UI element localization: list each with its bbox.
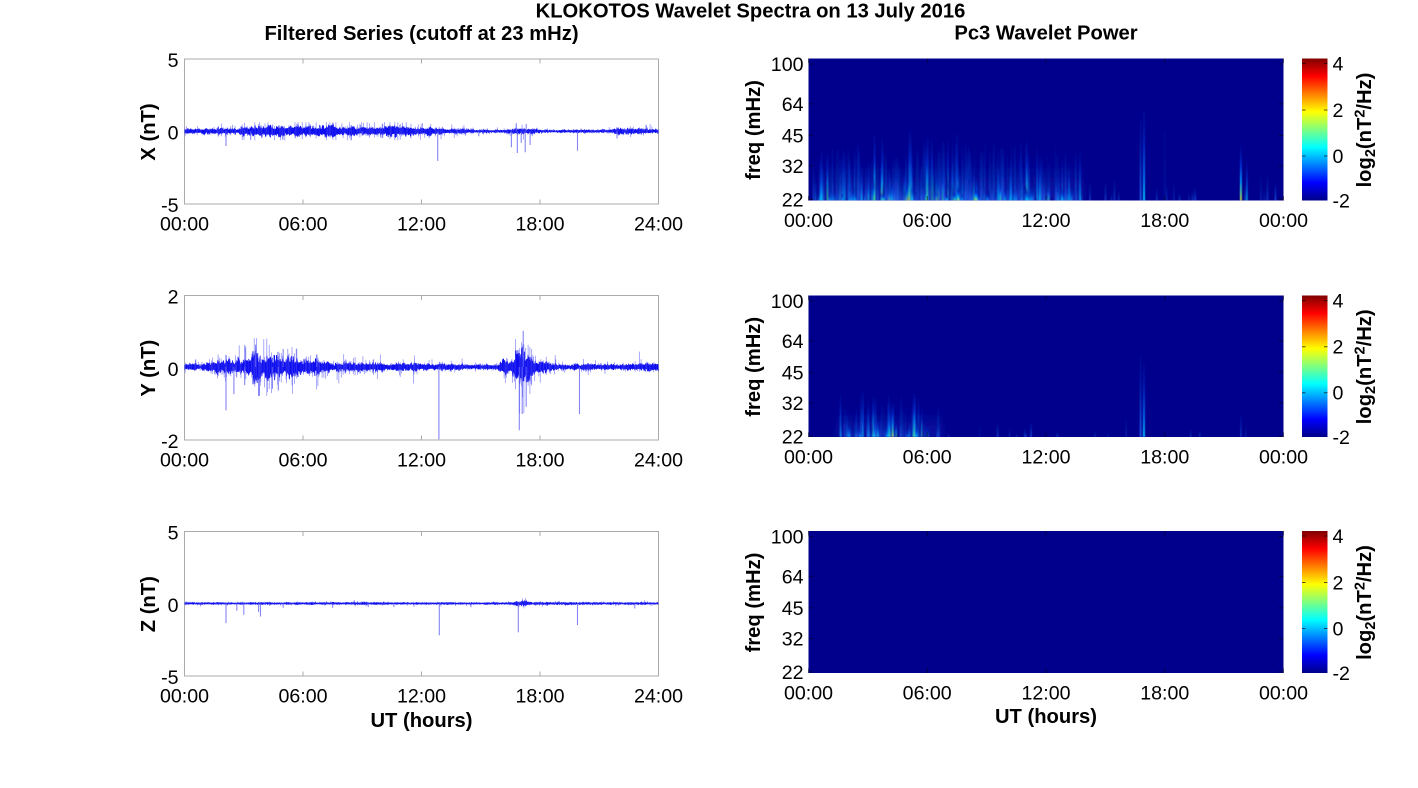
- svg-text:18:00: 18:00: [1140, 447, 1189, 469]
- svg-text:22: 22: [782, 662, 804, 684]
- svg-text:24:00: 24:00: [634, 686, 683, 708]
- svg-text:12:00: 12:00: [1021, 683, 1070, 705]
- svg-text:2: 2: [1333, 572, 1344, 594]
- svg-text:Z (nT): Z (nT): [138, 576, 160, 632]
- svg-text:06:00: 06:00: [903, 447, 952, 469]
- svg-text:00:00: 00:00: [1259, 683, 1308, 705]
- svg-text:45: 45: [782, 125, 804, 147]
- svg-text:00:00: 00:00: [160, 450, 209, 472]
- svg-text:18:00: 18:00: [515, 214, 564, 236]
- svg-text:32: 32: [782, 156, 804, 178]
- svg-text:-2: -2: [161, 431, 178, 453]
- svg-text:100: 100: [771, 291, 804, 313]
- svg-text:Filtered Series (cutoff at 23: Filtered Series (cutoff at 23 mHz): [264, 23, 578, 45]
- svg-text:45: 45: [782, 362, 804, 384]
- svg-text:0: 0: [168, 123, 179, 145]
- svg-text:log2(nT2/Hz): log2(nT2/Hz): [1353, 309, 1380, 424]
- svg-text:64: 64: [782, 94, 804, 116]
- svg-text:00:00: 00:00: [1259, 210, 1308, 232]
- svg-text:100: 100: [771, 54, 804, 76]
- svg-text:-5: -5: [161, 667, 179, 689]
- svg-text:64: 64: [782, 331, 804, 353]
- svg-text:12:00: 12:00: [1021, 447, 1070, 469]
- svg-text:06:00: 06:00: [278, 214, 327, 236]
- svg-text:5: 5: [168, 523, 179, 545]
- svg-text:0: 0: [1333, 618, 1344, 640]
- svg-text:2: 2: [1333, 100, 1344, 122]
- svg-text:-2: -2: [1333, 663, 1350, 685]
- svg-text:Pc3 Wavelet Power: Pc3 Wavelet Power: [954, 23, 1137, 45]
- svg-text:-2: -2: [1333, 427, 1350, 449]
- svg-text:12:00: 12:00: [397, 686, 446, 708]
- svg-text:24:00: 24:00: [634, 450, 683, 472]
- svg-text:18:00: 18:00: [515, 450, 564, 472]
- svg-text:32: 32: [782, 628, 804, 650]
- svg-text:06:00: 06:00: [903, 683, 952, 705]
- svg-text:UT (hours): UT (hours): [370, 710, 472, 732]
- svg-text:06:00: 06:00: [903, 210, 952, 232]
- svg-text:24:00: 24:00: [634, 214, 683, 236]
- svg-text:45: 45: [782, 598, 804, 620]
- svg-text:0: 0: [1333, 146, 1344, 168]
- svg-text:-2: -2: [1333, 190, 1350, 212]
- svg-text:18:00: 18:00: [1140, 683, 1189, 705]
- svg-text:Y (nT): Y (nT): [138, 340, 160, 397]
- svg-text:06:00: 06:00: [278, 686, 327, 708]
- svg-text:22: 22: [782, 426, 804, 448]
- svg-text:KLOKOTOS Wavelet Spectra on 13: KLOKOTOS Wavelet Spectra on 13 July 2016: [536, 1, 966, 23]
- svg-text:4: 4: [1333, 526, 1344, 548]
- svg-text:4: 4: [1333, 53, 1344, 75]
- svg-text:2: 2: [168, 287, 179, 309]
- svg-text:00:00: 00:00: [784, 210, 833, 232]
- svg-text:5: 5: [168, 50, 179, 72]
- svg-text:00:00: 00:00: [160, 214, 209, 236]
- svg-text:0: 0: [168, 359, 179, 381]
- svg-text:00:00: 00:00: [1259, 447, 1308, 469]
- svg-text:32: 32: [782, 393, 804, 415]
- svg-text:00:00: 00:00: [160, 686, 209, 708]
- svg-text:X (nT): X (nT): [138, 103, 160, 160]
- svg-text:18:00: 18:00: [515, 686, 564, 708]
- svg-text:0: 0: [1333, 383, 1344, 405]
- svg-text:100: 100: [771, 526, 804, 548]
- svg-text:freq (mHz): freq (mHz): [743, 553, 765, 653]
- svg-text:log2(nT2/Hz): log2(nT2/Hz): [1353, 545, 1380, 660]
- svg-text:12:00: 12:00: [397, 214, 446, 236]
- svg-text:2: 2: [1333, 337, 1344, 359]
- svg-text:00:00: 00:00: [784, 683, 833, 705]
- svg-text:log2(nT2/Hz): log2(nT2/Hz): [1353, 73, 1380, 188]
- svg-text:64: 64: [782, 566, 804, 588]
- svg-text:0: 0: [168, 595, 179, 617]
- svg-text:22: 22: [782, 189, 804, 211]
- svg-text:00:00: 00:00: [784, 447, 833, 469]
- svg-text:UT (hours): UT (hours): [995, 706, 1097, 728]
- svg-text:freq (mHz): freq (mHz): [743, 317, 765, 417]
- svg-text:18:00: 18:00: [1140, 210, 1189, 232]
- svg-text:12:00: 12:00: [397, 450, 446, 472]
- svg-text:4: 4: [1333, 290, 1344, 312]
- svg-text:-5: -5: [161, 195, 179, 217]
- svg-text:06:00: 06:00: [278, 450, 327, 472]
- svg-text:freq (mHz): freq (mHz): [743, 80, 765, 180]
- svg-text:12:00: 12:00: [1021, 210, 1070, 232]
